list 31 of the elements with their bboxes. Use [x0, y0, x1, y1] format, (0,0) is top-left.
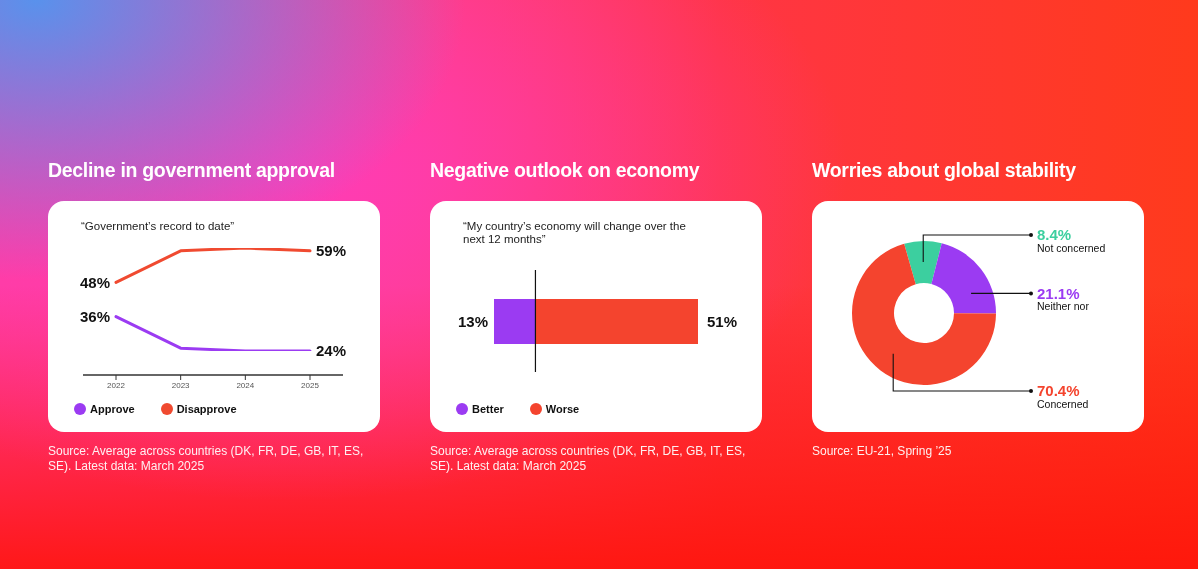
slice-label: Concerned [1037, 397, 1089, 410]
data-label: 48% [79, 273, 110, 291]
source-note: Source: Average across countries (DK, FR, DE, GB, IT, ES, SE). Latest data: March 2025 [430, 444, 747, 474]
legend-label: Better [472, 403, 504, 415]
slice-label: Neither nor [1037, 300, 1090, 313]
x-tick-label: 2022 [107, 380, 126, 390]
legend-label: Disapprove [176, 403, 237, 415]
donut-slice [931, 243, 996, 314]
chart-title: Worries about global stability [812, 158, 1077, 183]
x-tick-label: 2025 [301, 380, 320, 390]
chart-subtitle: “My country’s economy will change over the next 12 months” [463, 220, 687, 246]
data-label: 51% [707, 312, 738, 330]
data-label: 70.4% [1037, 382, 1080, 400]
chart-title: Negative outlook on economy [430, 158, 701, 183]
chart-subtitle: “Government’s record to date” [81, 220, 236, 233]
source-note: Source: EU-21, Spring ’25 [812, 444, 953, 459]
data-label: 13% [457, 312, 488, 330]
data-label: 24% [316, 342, 347, 360]
chart-title: Decline in government approval [48, 158, 336, 183]
data-label: 8.4% [1037, 226, 1072, 244]
slice-label: Not concerned [1037, 241, 1106, 254]
x-tick-label: 2024 [236, 380, 255, 390]
donut-slice [852, 243, 996, 385]
x-tick-label: 2023 [171, 380, 191, 390]
legend-label: Approve [90, 403, 135, 415]
source-note: Source: Average across countries (DK, FR, DE, GB, IT, ES, SE). Latest data: March 2025 [48, 444, 365, 474]
data-label: 59% [316, 242, 347, 260]
data-label: 21.1% [1037, 284, 1080, 302]
data-label: 36% [79, 308, 110, 326]
legend-label: Worse [545, 403, 580, 415]
donut-slice [904, 241, 942, 285]
